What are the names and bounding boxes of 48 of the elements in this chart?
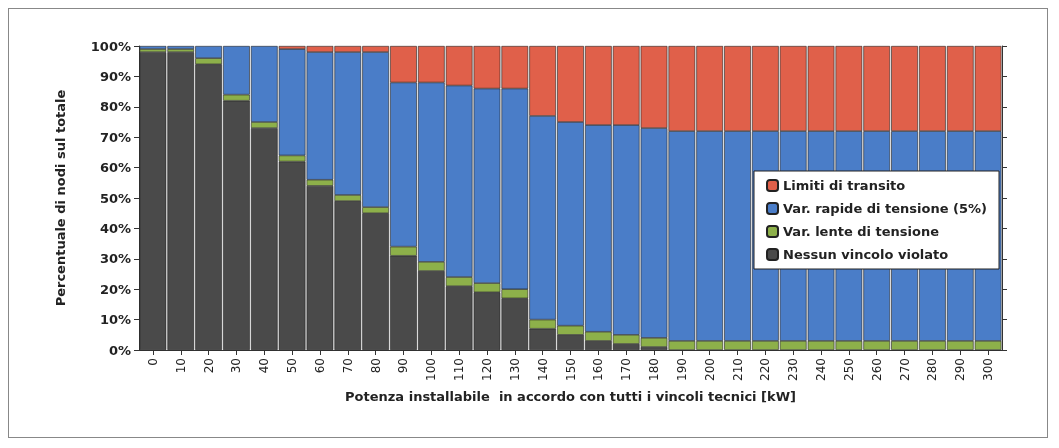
legend-label: Nessun vincolo violato [783,247,949,262]
legend-label: Var. lente di tensione [783,224,940,239]
y-axis-title: Percentuale di nodi sul totale [53,89,68,307]
legend-label: Var. rapide di tensione (5%) [783,201,988,216]
y-tick-label: 90% [99,68,131,84]
x-tick-label: 150 [563,358,578,381]
x-tick-label: 160 [591,358,606,381]
x-tick-label: 120 [479,358,494,381]
x-tick-label: 230 [786,358,801,381]
y-tick-label: 0% [108,342,131,358]
y-tick-label: 50% [99,190,131,206]
y-tick-label: 40% [99,220,131,236]
x-tick-label: 180 [647,358,662,381]
x-tick-label: 70 [340,358,355,374]
x-tick-label: 100 [424,358,439,381]
y-tick-label: 20% [99,281,131,297]
x-tick-label: 210 [730,358,745,381]
y-tick-label: 30% [99,251,131,267]
x-tick-label: 240 [814,358,829,381]
x-tick-label: 30 [229,358,244,374]
x-tick-label: 20 [201,358,216,374]
x-tick-label: 110 [452,358,467,381]
x-tick-label: 60 [312,358,327,374]
x-tick-label: 170 [619,358,634,381]
x-tick-label: 290 [953,358,968,381]
x-tick-label: 40 [257,358,272,374]
x-tick-label: 140 [535,358,550,381]
x-tick-label: 300 [981,358,996,381]
x-tick-label: 200 [702,358,717,381]
y-tick-label: 80% [99,99,131,115]
x-tick-label: 190 [674,358,689,381]
x-tick-label: 50 [285,358,300,374]
x-tick-label: 80 [368,358,383,374]
x-tick-label: 130 [507,358,522,381]
x-tick-label: 250 [841,358,856,381]
y-tick-label: 60% [99,160,131,176]
y-tick-label: 10% [99,312,131,328]
x-tick-label: 220 [758,358,773,381]
x-tick-label: 10 [173,358,188,374]
legend-label: Limiti di transito [783,178,906,193]
x-axis-title: Potenza installabile in accordo con tutti i vincoli tecnici [kW] [345,389,796,404]
x-tick-label: 280 [925,358,940,381]
x-tick-label: 90 [396,358,411,374]
x-tick-label: 260 [869,358,884,381]
x-tick-label: 0 [145,358,160,366]
y-tick-label: 100% [90,38,131,54]
x-tick-label: 270 [897,358,912,381]
y-tick-label: 70% [99,129,131,145]
